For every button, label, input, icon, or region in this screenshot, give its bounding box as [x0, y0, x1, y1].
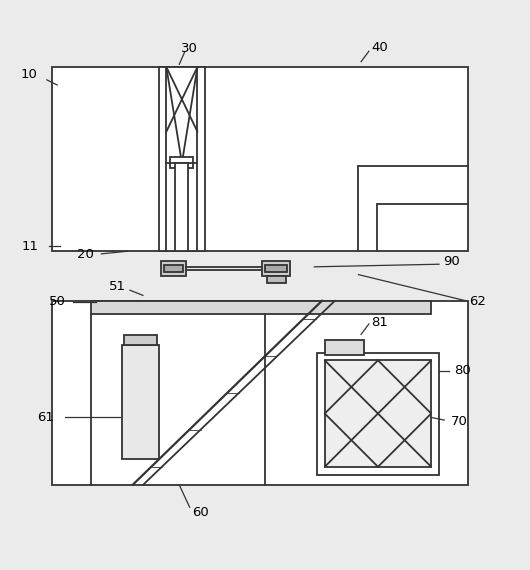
- Text: 10: 10: [20, 68, 37, 81]
- Bar: [325, 360, 431, 467]
- Text: 30: 30: [181, 42, 198, 55]
- Text: 62: 62: [470, 295, 487, 308]
- Bar: [123, 335, 157, 345]
- Bar: [265, 264, 287, 272]
- Text: 90: 90: [444, 255, 461, 268]
- Bar: [158, 67, 205, 251]
- Bar: [262, 261, 290, 276]
- Bar: [164, 264, 183, 272]
- Text: 70: 70: [452, 414, 468, 428]
- Bar: [161, 261, 186, 276]
- Bar: [175, 163, 188, 251]
- Text: 80: 80: [454, 364, 471, 377]
- Bar: [91, 300, 431, 314]
- Text: 20: 20: [77, 249, 94, 262]
- Text: 40: 40: [371, 40, 387, 54]
- Bar: [171, 157, 193, 168]
- Bar: [52, 300, 467, 485]
- Bar: [52, 67, 467, 251]
- Bar: [267, 276, 286, 283]
- Text: 81: 81: [371, 316, 388, 329]
- Bar: [122, 345, 158, 459]
- Bar: [317, 352, 439, 475]
- Text: 61: 61: [37, 411, 54, 424]
- Text: 60: 60: [192, 506, 208, 519]
- Bar: [325, 340, 364, 355]
- Text: 50: 50: [49, 295, 66, 308]
- Text: 51: 51: [109, 280, 126, 293]
- Text: 11: 11: [22, 239, 39, 253]
